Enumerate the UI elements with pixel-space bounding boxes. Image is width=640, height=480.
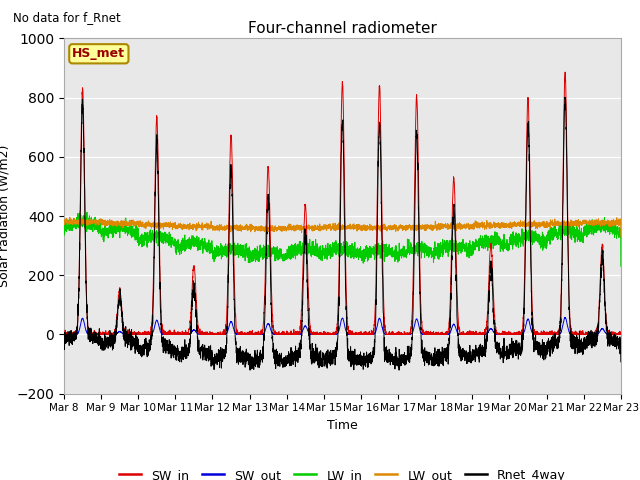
Line: SW_in: SW_in bbox=[64, 72, 621, 335]
LW_out bbox=[616, 222, 624, 228]
LW_out bbox=[436, 224, 444, 229]
LW_in bbox=[161, 232, 168, 238]
LW_out bbox=[499, 220, 507, 226]
Rnet_4way bbox=[322, 351, 330, 357]
SW_in bbox=[617, 330, 625, 336]
LW_in bbox=[499, 240, 507, 246]
Rnet_4way bbox=[60, 337, 68, 343]
LW_out bbox=[161, 220, 168, 226]
Rnet_4way bbox=[617, 359, 625, 365]
Line: LW_out: LW_out bbox=[64, 217, 621, 237]
SW_out bbox=[561, 314, 569, 320]
SW_out bbox=[616, 332, 624, 337]
LW_in bbox=[616, 230, 624, 236]
LW_in bbox=[83, 209, 91, 215]
Rnet_4way bbox=[467, 359, 475, 364]
Line: LW_in: LW_in bbox=[64, 212, 621, 266]
Text: No data for f_Rnet: No data for f_Rnet bbox=[13, 11, 120, 24]
SW_out bbox=[61, 332, 68, 337]
SW_out bbox=[322, 332, 330, 337]
Rnet_4way bbox=[436, 349, 444, 355]
SW_out bbox=[436, 331, 444, 337]
SW_in bbox=[161, 332, 168, 337]
Rnet_4way bbox=[561, 95, 569, 100]
LW_in bbox=[322, 242, 330, 248]
LW_in bbox=[617, 264, 625, 269]
SW_out bbox=[617, 332, 625, 337]
SW_out bbox=[467, 332, 475, 337]
LW_out bbox=[322, 222, 330, 228]
Y-axis label: Solar radiation (W/m2): Solar radiation (W/m2) bbox=[0, 145, 11, 287]
SW_in bbox=[322, 332, 330, 337]
LW_in bbox=[467, 252, 475, 257]
LW_in bbox=[436, 240, 444, 245]
SW_in bbox=[616, 332, 624, 337]
SW_in bbox=[499, 332, 507, 337]
Legend: SW_in, SW_out, LW_in, LW_out, Rnet_4way: SW_in, SW_out, LW_in, LW_out, Rnet_4way bbox=[114, 464, 571, 480]
Rnet_4way bbox=[246, 367, 254, 373]
Title: Four-channel radiometer: Four-channel radiometer bbox=[248, 21, 437, 36]
SW_in bbox=[467, 331, 475, 337]
Rnet_4way bbox=[499, 352, 507, 358]
Text: HS_met: HS_met bbox=[72, 47, 125, 60]
SW_in bbox=[60, 332, 68, 337]
Rnet_4way bbox=[616, 337, 624, 343]
LW_out bbox=[617, 234, 625, 240]
SW_out bbox=[161, 332, 168, 337]
LW_out bbox=[467, 224, 475, 230]
SW_in bbox=[436, 331, 444, 337]
SW_out bbox=[60, 331, 68, 337]
LW_out bbox=[66, 214, 74, 220]
LW_out bbox=[60, 217, 68, 223]
X-axis label: Time: Time bbox=[327, 419, 358, 432]
Line: Rnet_4way: Rnet_4way bbox=[64, 97, 621, 370]
SW_out bbox=[499, 332, 507, 337]
Rnet_4way bbox=[160, 339, 168, 345]
Line: SW_out: SW_out bbox=[64, 317, 621, 335]
LW_in bbox=[60, 223, 68, 228]
SW_in bbox=[561, 69, 569, 75]
SW_in bbox=[60, 331, 68, 336]
